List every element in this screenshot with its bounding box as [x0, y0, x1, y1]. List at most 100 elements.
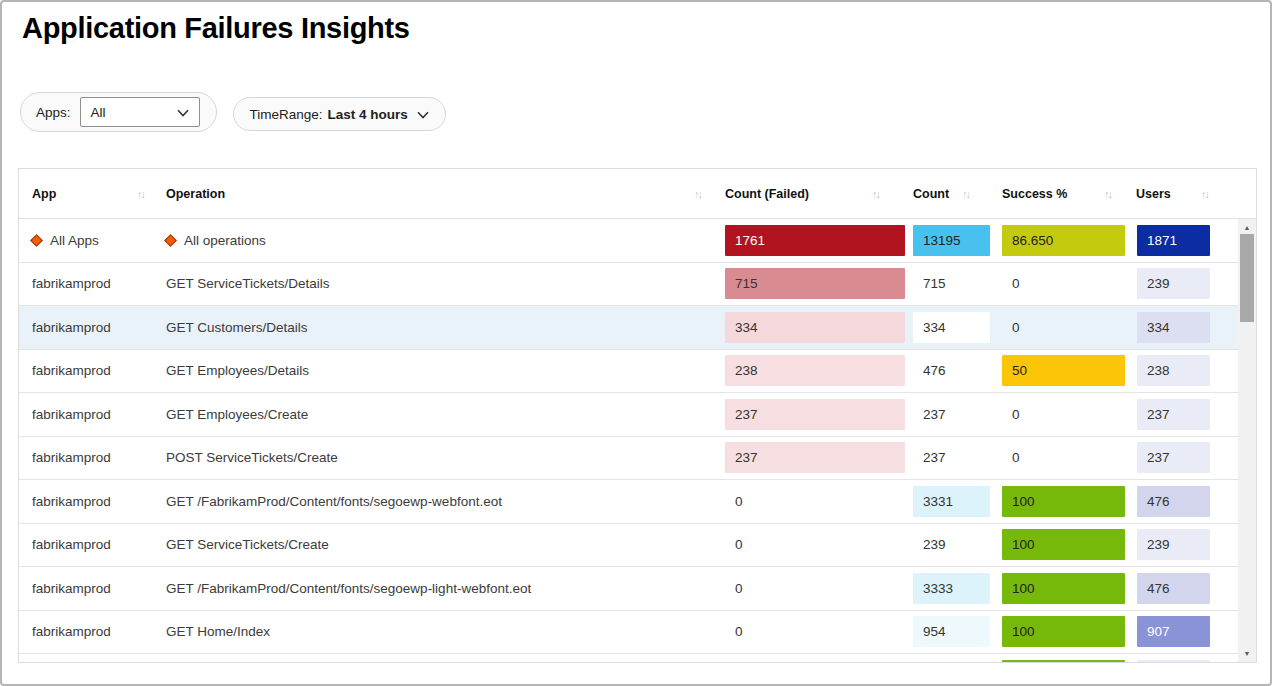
table-body: All Apps All operations 1761 13195 86.65… — [19, 219, 1238, 662]
count-heat-value — [913, 660, 990, 662]
scroll-up-icon[interactable]: ▲ — [1238, 220, 1256, 235]
operation-cell-text: GET ServiceTickets/Details — [166, 276, 330, 291]
app-cell-text: fabrikamprod — [32, 624, 111, 639]
users-heat-value: 334 — [1137, 312, 1210, 343]
timerange-value: Last 4 hours — [328, 107, 408, 122]
app-cell-text: fabrikamprod — [32, 363, 111, 378]
success-cell: 0 — [997, 306, 1133, 349]
operation-cell: GET /FabrikamProd/Content/fonts/segoewp-… — [152, 567, 713, 610]
success-heat-value: 100 — [1002, 616, 1125, 647]
count-failed-heat-value — [725, 660, 905, 662]
table-row[interactable]: fabrikamprod GET Employees/Create 237 23… — [19, 393, 1238, 437]
operation-cell: GET Customers/Details — [152, 306, 713, 349]
count-heat-value: 334 — [913, 312, 990, 343]
table-row[interactable]: fabrikamprod GET Home/Index 0 954 100 90… — [19, 611, 1238, 655]
app-cell-text: fabrikamprod — [32, 537, 111, 552]
users-heat-value: 237 — [1137, 399, 1210, 430]
count-heat-value: 13195 — [913, 225, 990, 256]
page-title: Application Failures Insights — [22, 12, 410, 45]
count-failed-heat-value: 237 — [725, 399, 905, 430]
column-header-count-failed[interactable]: Count (Failed) ↑↓ — [713, 169, 905, 218]
app-cell: fabrikamprod — [19, 350, 152, 393]
app-cell: fabrikamprod — [19, 480, 152, 523]
operation-cell — [152, 654, 713, 662]
sort-icon[interactable]: ↑↓ — [872, 188, 881, 200]
success-cell: 100 — [997, 524, 1133, 567]
diamond-icon — [164, 234, 177, 247]
sort-icon[interactable]: ↑↓ — [1104, 188, 1113, 200]
count-cell: 476 — [905, 350, 997, 393]
operation-cell-text: GET /FabrikamProd/Content/fonts/segoewp-… — [166, 494, 502, 509]
table-row[interactable]: All Apps All operations 1761 13195 86.65… — [19, 219, 1238, 263]
chevron-down-icon — [177, 105, 189, 120]
table-row[interactable]: fabrikamprod GET ServiceTickets/Create 0… — [19, 524, 1238, 568]
vertical-scrollbar[interactable]: ▲ ▼ — [1238, 219, 1256, 662]
apps-select-value: All — [91, 105, 106, 120]
column-header-app[interactable]: App ↑↓ — [19, 169, 152, 218]
app-cell: fabrikamprod — [19, 524, 152, 567]
sort-icon[interactable]: ↑↓ — [1201, 188, 1210, 200]
diamond-icon — [30, 234, 43, 247]
count-heat-value: 954 — [913, 616, 990, 647]
scroll-down-icon[interactable]: ▼ — [1238, 646, 1256, 661]
users-heat-value — [1137, 660, 1210, 662]
column-header-count[interactable]: Count ↑↓ — [905, 169, 997, 218]
operation-cell: GET Employees/Details — [152, 350, 713, 393]
count-heat-value: 715 — [913, 268, 990, 299]
count-failed-cell — [713, 654, 905, 662]
success-heat-value: 100 — [1002, 486, 1125, 517]
app-cell: fabrikamprod — [19, 611, 152, 654]
app-cell: fabrikamprod — [19, 437, 152, 480]
sort-icon[interactable]: ↑↓ — [137, 188, 146, 200]
users-cell — [1133, 654, 1238, 662]
operation-cell-text: GET /FabrikamProd/Content/fonts/segoewp-… — [166, 581, 531, 596]
count-heat-value: 476 — [913, 355, 990, 386]
column-header-operation[interactable]: Operation ↑↓ — [152, 169, 713, 218]
operation-cell-text: POST ServiceTickets/Create — [166, 450, 338, 465]
success-cell: 50 — [997, 350, 1133, 393]
apps-select[interactable]: All — [80, 97, 200, 127]
chevron-down-icon — [417, 107, 429, 122]
count-cell: 237 — [905, 393, 997, 436]
count-failed-cell: 0 — [713, 567, 905, 610]
timerange-filter-pill[interactable]: TimeRange: Last 4 hours — [233, 97, 446, 131]
app-cell-text: fabrikamprod — [32, 494, 111, 509]
operation-cell: GET Home/Index — [152, 611, 713, 654]
count-heat-value: 3333 — [913, 573, 990, 604]
table-row[interactable]: fabrikamprod GET /FabrikamProd/Content/f… — [19, 567, 1238, 611]
table-row[interactable] — [19, 654, 1238, 662]
count-failed-cell: 0 — [713, 480, 905, 523]
success-heat-value: 86.650 — [1002, 225, 1125, 256]
success-heat-value: 0 — [1002, 312, 1125, 343]
count-failed-cell: 237 — [713, 393, 905, 436]
column-header-success[interactable]: Success % ↑↓ — [997, 169, 1133, 218]
count-heat-value: 237 — [913, 442, 990, 473]
sort-icon[interactable]: ↑↓ — [962, 188, 971, 200]
count-failed-heat-value: 237 — [725, 442, 905, 473]
sort-icon[interactable]: ↑↓ — [694, 188, 703, 200]
app-failures-insights-page: { "title": "Application Failures Insight… — [0, 0, 1272, 686]
users-cell: 238 — [1133, 350, 1238, 393]
table-row[interactable]: fabrikamprod POST ServiceTickets/Create … — [19, 437, 1238, 481]
scrollbar-thumb[interactable] — [1240, 234, 1254, 322]
column-header-users[interactable]: Users ↑↓ — [1133, 169, 1238, 218]
app-cell: fabrikamprod — [19, 567, 152, 610]
app-cell-text: fabrikamprod — [32, 276, 111, 291]
success-heat-value: 100 — [1002, 529, 1125, 560]
users-cell: 476 — [1133, 567, 1238, 610]
count-heat-value: 237 — [913, 399, 990, 430]
success-heat-value: 100 — [1002, 573, 1125, 604]
operation-cell-text: GET Employees/Details — [166, 363, 309, 378]
count-failed-cell: 715 — [713, 263, 905, 306]
success-cell: 86.650 — [997, 219, 1133, 262]
success-cell: 100 — [997, 611, 1133, 654]
count-cell — [905, 654, 997, 662]
table-row[interactable]: fabrikamprod GET Customers/Details 334 3… — [19, 306, 1238, 350]
timerange-label: TimeRange: — [250, 107, 323, 122]
table-row[interactable]: fabrikamprod GET Employees/Details 238 4… — [19, 350, 1238, 394]
operation-cell-text: All operations — [184, 233, 266, 248]
count-heat-value: 239 — [913, 529, 990, 560]
apps-filter-pill: Apps: All — [20, 92, 217, 132]
table-row[interactable]: fabrikamprod GET /FabrikamProd/Content/f… — [19, 480, 1238, 524]
table-row[interactable]: fabrikamprod GET ServiceTickets/Details … — [19, 263, 1238, 307]
